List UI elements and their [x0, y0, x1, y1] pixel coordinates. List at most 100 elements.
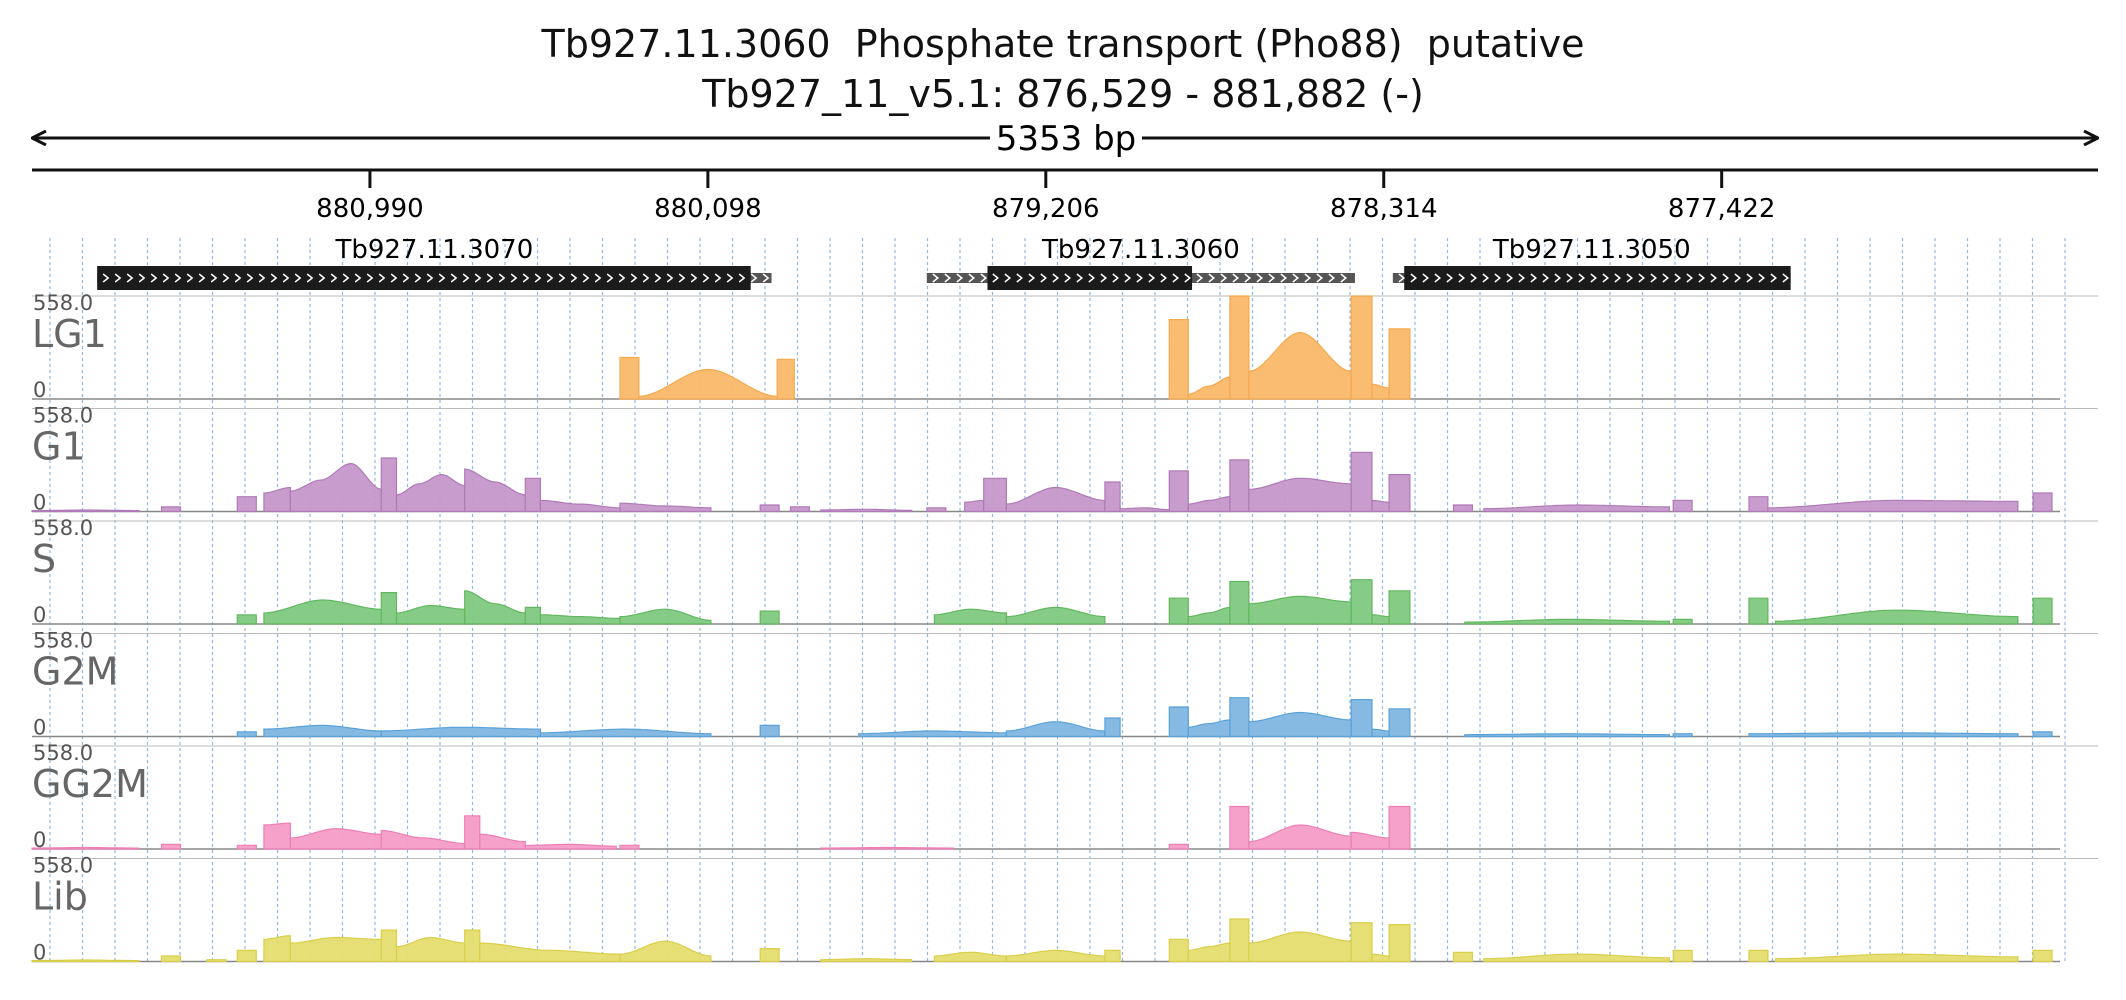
strand-arrow — [102, 273, 110, 283]
strand-arrow — [1722, 273, 1730, 283]
coverage-area — [236, 496, 257, 513]
coverage-area — [289, 936, 382, 963]
coverage-area — [380, 929, 398, 963]
strand-arrow — [1136, 273, 1144, 283]
strand-arrow — [1052, 273, 1060, 283]
strand-arrow — [1698, 273, 1706, 283]
tick-label: 877,422 — [1668, 194, 1776, 224]
coverage-area — [1005, 721, 1106, 738]
coverage-area — [1187, 376, 1231, 400]
coverage-area — [1672, 618, 1693, 625]
coverage-area — [1388, 708, 1411, 738]
tick-label: 880,098 — [654, 194, 762, 224]
strand-arrow — [1626, 273, 1634, 283]
strand-arrow — [1506, 273, 1514, 283]
track-s: 558.0 0 S — [32, 516, 2098, 627]
coverage-area — [619, 940, 712, 963]
coverage-area — [263, 724, 382, 738]
coverage-area — [1229, 697, 1250, 738]
track-max-label: 558.0 — [33, 291, 93, 315]
strand-arrow — [1458, 273, 1466, 283]
strand-arrow — [1328, 273, 1336, 283]
strand-arrow — [932, 273, 940, 283]
coverage-area — [983, 477, 1007, 513]
strand-arrow — [642, 273, 650, 283]
coverage-area — [236, 614, 257, 625]
strand-arrow — [1770, 273, 1778, 283]
strand-arrow — [1638, 273, 1646, 283]
coverage-area — [1248, 931, 1352, 963]
coverage-area — [789, 506, 810, 513]
coverage-area — [759, 610, 780, 625]
track-gg2m: 558.0 0 GG2M — [31, 741, 2098, 852]
strand-arrow — [1292, 273, 1300, 283]
coverage-area — [1168, 843, 1189, 850]
coverage-area — [31, 959, 140, 963]
coverage-area — [236, 844, 257, 850]
strand-arrow — [738, 273, 746, 283]
strand-arrow — [450, 273, 458, 283]
strand-arrow — [1398, 273, 1406, 283]
coverage-area — [236, 731, 257, 738]
strand-arrow — [186, 273, 194, 283]
track-label: Lib — [32, 875, 88, 919]
strand-arrow — [1554, 273, 1562, 283]
strand-arrow — [1220, 273, 1228, 283]
strand-arrow — [714, 273, 722, 283]
strand-arrow — [654, 273, 662, 283]
coverage-area — [1748, 732, 2019, 738]
strand-arrow — [1578, 273, 1586, 283]
coverage-area — [539, 728, 712, 738]
track-min-label: 0 — [33, 716, 46, 740]
coverage-area — [858, 730, 1007, 738]
coverage-area — [1229, 459, 1250, 513]
coverage-area — [1767, 499, 2019, 513]
coverage-area — [1748, 496, 1769, 513]
coverage-area — [619, 356, 640, 400]
strand-arrow — [1172, 273, 1180, 283]
coverage-area — [1350, 831, 1390, 850]
track-max-label: 558.0 — [33, 516, 93, 540]
track-max-label: 558.0 — [33, 629, 93, 653]
gene-cds — [97, 266, 751, 290]
gene-label: Tb927.11.3070 — [334, 235, 533, 265]
coverage-area — [395, 936, 466, 963]
strand-arrow — [1614, 273, 1622, 283]
strand-arrow — [174, 273, 182, 283]
strand-arrow — [1088, 273, 1096, 283]
coverage-area — [933, 951, 1007, 963]
coverage-area — [926, 507, 947, 513]
strand-arrow — [438, 273, 446, 283]
strand-arrow — [426, 273, 434, 283]
coverage-area — [464, 929, 481, 963]
coverage-area — [539, 499, 621, 513]
tick-label: 878,314 — [1330, 194, 1438, 224]
coverage-area — [1104, 949, 1121, 963]
strand-arrow — [956, 273, 964, 283]
coverage-area — [1748, 597, 1769, 625]
coverage-area — [263, 935, 291, 963]
coverage-area — [1464, 733, 1670, 738]
coverage-area — [638, 368, 778, 400]
coverage-area — [380, 726, 541, 738]
strand-arrow — [1064, 273, 1072, 283]
coverage-area — [1388, 590, 1411, 625]
strand-arrow — [606, 273, 614, 283]
strand-arrow — [1650, 273, 1658, 283]
coverage-area — [1350, 699, 1373, 738]
coverage-area — [759, 724, 780, 738]
strand-arrow — [1160, 273, 1168, 283]
coverage-area — [2032, 597, 2053, 625]
coverage-area — [31, 846, 140, 850]
strand-arrow — [1590, 273, 1598, 283]
strand-arrow — [474, 273, 482, 283]
coverage-area — [1350, 295, 1373, 400]
gene-cds — [987, 266, 1193, 290]
strand-arrow — [306, 273, 314, 283]
coverage-area — [161, 506, 182, 513]
strand-arrow — [1232, 273, 1240, 283]
gene-model: Tb927.11.3050 — [1392, 235, 1791, 290]
strand-arrow — [750, 273, 758, 283]
coverage-area — [289, 828, 382, 850]
strand-arrow — [342, 273, 350, 283]
